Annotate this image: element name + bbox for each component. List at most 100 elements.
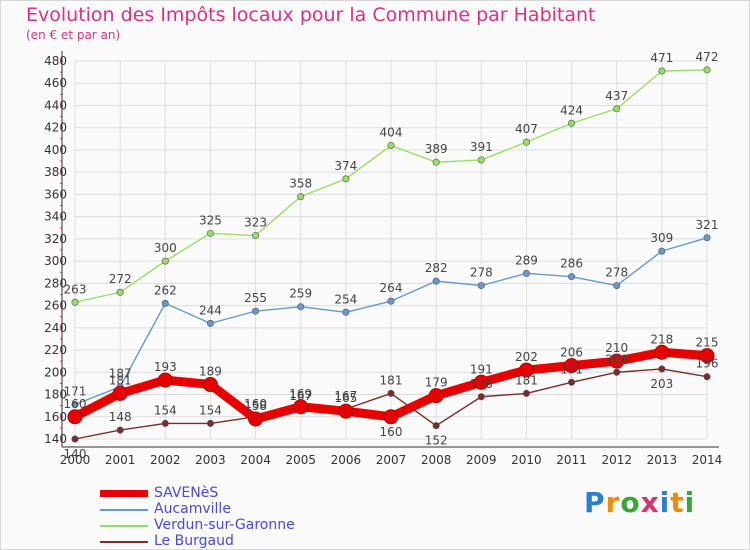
- data-point-verdun-sur-garonne: [522, 138, 530, 146]
- data-point-verdun-sur-garonne: [297, 193, 305, 201]
- data-point-saven-s: [293, 399, 309, 415]
- data-label-verdun-sur-garonne: 407: [515, 122, 538, 136]
- data-label-saven-s: 215: [696, 336, 719, 350]
- data-point-saven-s: [518, 362, 534, 378]
- data-label-verdun-sur-garonne: 272: [109, 272, 132, 286]
- data-label-le-burgaud: 196: [696, 357, 719, 371]
- data-label-verdun-sur-garonne: 263: [64, 282, 87, 296]
- data-label-verdun-sur-garonne: 472: [696, 50, 719, 64]
- data-point-saven-s: [67, 409, 83, 425]
- data-point-aucamville: [206, 319, 214, 327]
- data-label-saven-s: 193: [154, 360, 177, 374]
- y-tick-label: 200: [44, 365, 67, 379]
- logo-letter: r: [605, 486, 621, 519]
- data-point-saven-s: [699, 348, 715, 364]
- data-point-le-burgaud: [658, 365, 666, 373]
- data-label-verdun-sur-garonne: 323: [244, 216, 267, 230]
- line-chart: 1401601802002202402602803003203403603804…: [44, 50, 722, 467]
- data-point-saven-s: [428, 388, 444, 404]
- series-lines: [67, 66, 715, 443]
- data-point-aucamville: [658, 247, 666, 255]
- data-label-saven-s: 179: [425, 376, 448, 390]
- data-point-verdun-sur-garonne: [477, 156, 485, 164]
- data-label-aucamville: 264: [380, 281, 403, 295]
- data-point-le-burgaud: [206, 419, 214, 427]
- data-label-aucamville: 259: [289, 287, 312, 301]
- data-point-saven-s: [112, 385, 128, 401]
- data-label-saven-s: 206: [560, 346, 583, 360]
- data-point-le-burgaud: [116, 426, 124, 434]
- data-point-saven-s: [202, 377, 218, 393]
- x-tick-label: 2011: [556, 453, 587, 467]
- data-point-aucamville: [252, 307, 260, 315]
- data-label-saven-s: 169: [289, 387, 312, 401]
- data-point-aucamville: [568, 273, 576, 281]
- proxiti-logo: Proxiti: [584, 486, 695, 519]
- x-tick-label: 2007: [376, 453, 407, 467]
- y-tick-label: 280: [44, 276, 67, 290]
- data-point-saven-s: [654, 344, 670, 360]
- data-label-aucamville: 254: [334, 292, 357, 306]
- data-label-saven-s: 202: [515, 350, 538, 364]
- data-label-aucamville: 255: [244, 291, 267, 305]
- x-tick-label: 2000: [60, 453, 91, 467]
- data-point-aucamville: [477, 282, 485, 290]
- data-label-aucamville: 187: [109, 367, 132, 381]
- data-label-le-burgaud: 140: [64, 447, 87, 461]
- data-label-verdun-sur-garonne: 300: [154, 241, 177, 255]
- data-point-verdun-sur-garonne: [613, 105, 621, 113]
- data-label-verdun-sur-garonne: 391: [470, 140, 493, 154]
- data-point-saven-s: [473, 374, 489, 390]
- y-tick-label: 460: [44, 76, 67, 90]
- legend-label-le-burgaud: Le Burgaud: [154, 533, 234, 549]
- legend-swatch-savenes: [100, 490, 148, 497]
- y-tick-label: 320: [44, 232, 67, 246]
- data-point-verdun-sur-garonne: [703, 66, 711, 74]
- y-tick-label: 420: [44, 121, 67, 135]
- data-point-verdun-sur-garonne: [206, 229, 214, 237]
- x-tick-label: 2014: [692, 453, 723, 467]
- data-label-le-burgaud: 167: [334, 389, 357, 403]
- data-label-aucamville: 321: [696, 218, 719, 232]
- data-label-verdun-sur-garonne: 424: [560, 103, 583, 117]
- data-label-aucamville: 289: [515, 253, 538, 267]
- data-label-verdun-sur-garonne: 325: [199, 213, 222, 227]
- data-point-saven-s: [564, 358, 580, 374]
- axes: 1401601802002202402602803003203403603804…: [44, 51, 722, 467]
- data-point-verdun-sur-garonne: [161, 257, 169, 265]
- data-point-saven-s: [609, 353, 625, 369]
- data-label-saven-s: 160: [64, 397, 87, 411]
- data-label-saven-s: 210: [605, 341, 628, 355]
- data-label-verdun-sur-garonne: 471: [650, 51, 673, 65]
- y-tick-label: 480: [44, 54, 67, 68]
- logo-letter: i: [684, 486, 696, 519]
- data-label-le-burgaud: 191: [560, 362, 583, 376]
- data-point-saven-s: [248, 411, 264, 427]
- logo-letter: t: [670, 486, 685, 519]
- data-point-saven-s: [157, 372, 173, 388]
- data-label-aucamville: 171: [64, 385, 87, 399]
- y-tick-label: 220: [44, 343, 67, 357]
- data-label-aucamville: 282: [425, 261, 448, 275]
- grid-lines: [74, 60, 708, 440]
- data-label-saven-s: 160: [380, 425, 403, 439]
- legend-label-savenes: SAVENèS: [154, 485, 219, 501]
- logo-letter: i: [659, 486, 671, 519]
- x-tick-label: 2009: [466, 453, 497, 467]
- data-point-aucamville: [387, 297, 395, 305]
- data-point-aucamville: [613, 282, 621, 290]
- data-label-aucamville: 244: [199, 303, 222, 317]
- data-label-le-burgaud: 154: [154, 403, 177, 417]
- data-point-aucamville: [703, 234, 711, 242]
- legend-swatch-verdun-sur-garonne: [100, 525, 148, 527]
- y-tick-label: 240: [44, 321, 67, 335]
- data-label-le-burgaud: 160: [244, 397, 267, 411]
- data-point-verdun-sur-garonne: [387, 141, 395, 149]
- x-tick-label: 2008: [421, 453, 452, 467]
- data-label-saven-s: 191: [470, 362, 493, 376]
- y-tick-label: 260: [44, 299, 67, 313]
- data-point-verdun-sur-garonne: [342, 175, 350, 183]
- data-point-aucamville: [522, 269, 530, 277]
- x-tick-label: 2001: [105, 453, 136, 467]
- data-point-verdun-sur-garonne: [71, 298, 79, 306]
